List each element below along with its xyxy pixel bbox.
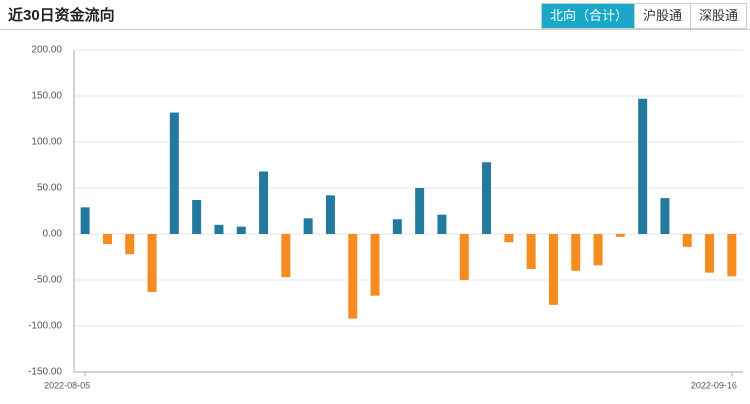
bar [281,234,291,278]
bar [548,234,558,305]
y-tick-label: 150.00 [31,91,62,102]
bar [147,234,157,292]
bar [615,234,625,237]
x-tick-label: 2022-09-16 [691,380,737,390]
bar [482,162,492,234]
bar [303,218,313,234]
bar [682,234,692,247]
bar [638,98,648,234]
divider [0,29,750,30]
bar [571,234,581,271]
bar [392,219,402,234]
bar [504,234,514,243]
y-tick-label: 200.00 [31,45,62,56]
bar [236,226,246,234]
bar [214,224,224,234]
y-tick-label: -100.00 [28,321,62,332]
bar [459,234,469,280]
bar [526,234,536,269]
tab[interactable]: 北向（合计） [542,4,634,28]
bar [593,234,603,266]
bar [437,214,447,234]
bar [660,198,670,234]
y-tick-label: 50.00 [37,183,62,194]
y-tick-label: 0.00 [43,229,63,240]
bar [370,234,380,296]
bar [415,188,425,234]
y-tick-label: 100.00 [31,137,62,148]
bar [192,199,202,234]
y-tick-label: -50.00 [34,275,63,286]
tabs: 北向（合计） 沪股通 深股通 [541,3,748,29]
bar [259,171,269,234]
y-tick-label: -150.00 [28,367,62,378]
title: 近30日资金流向 [8,7,115,24]
tab[interactable]: 沪股通 [634,4,691,28]
bar [705,234,715,273]
bar [125,234,135,255]
bar [80,207,90,234]
bar [102,234,112,245]
bar [348,234,358,319]
bar [325,195,335,234]
x-tick-label: 2022-08-05 [44,380,90,390]
bar [169,112,179,234]
tab[interactable]: 深股通 [690,4,747,28]
bar [727,234,737,277]
